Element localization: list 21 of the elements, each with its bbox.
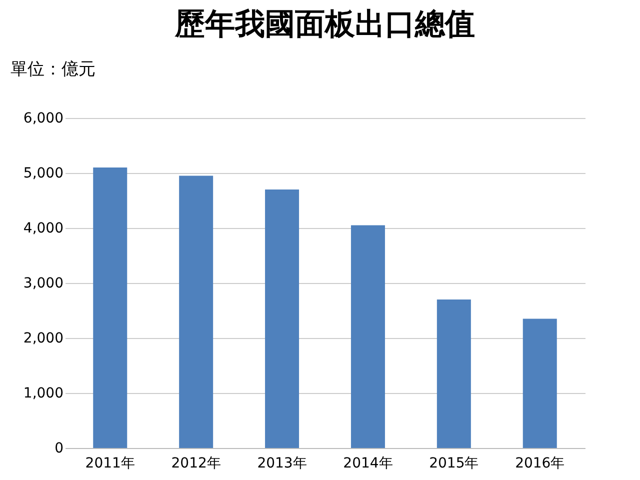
x-tick-label: 2016年 [515,456,565,472]
bar [436,300,471,448]
y-axis-title: 單位：億元 [10,60,96,80]
x-tick-label: 2011年 [85,456,135,472]
x-tick-label: 2013年 [257,456,307,472]
bar [350,225,385,448]
y-tick-label: 0 [54,440,64,456]
bar [93,168,128,448]
x-tick-label: 2015年 [429,456,479,472]
y-tick-label: 2,000 [23,330,64,346]
bar [179,176,214,448]
y-tick-label: 6,000 [23,110,64,126]
y-tick-label: 3,000 [23,276,64,292]
chart-title: 歷年我國面板出口總值 [174,7,475,42]
x-tick-label: 2014年 [343,456,393,472]
y-tick-label: 1,000 [23,386,64,402]
bar [265,190,300,448]
x-tick-label: 2012年 [171,456,221,472]
y-tick-label: 5,000 [23,166,64,182]
bar [522,318,557,448]
y-tick-label: 4,000 [23,220,64,236]
